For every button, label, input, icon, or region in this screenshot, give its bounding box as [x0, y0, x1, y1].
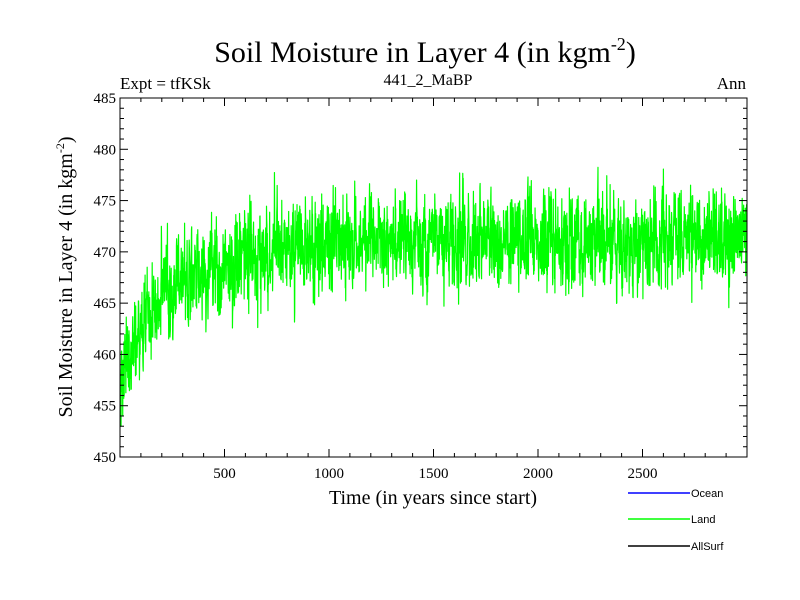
- x-axis-label: Time (in years since start): [329, 487, 537, 509]
- legend-label-land: Land: [691, 514, 715, 526]
- series-line-land: [120, 166, 747, 427]
- legend-label-allsurf: AllSurf: [691, 541, 724, 553]
- x-tick-label: 2500: [628, 466, 658, 482]
- experiment-id-label: 441_2_MaBP: [384, 72, 473, 89]
- y-tick-label: 470: [94, 245, 117, 261]
- chart-title: Soil Moisture in Layer 4 (in kgm-2): [214, 34, 636, 69]
- y-axis-label-superscript: -2: [53, 143, 67, 153]
- experiment-label: Expt = tfKSk: [120, 74, 211, 93]
- x-tick-label: 500: [213, 466, 236, 482]
- y-tick-label: 485: [94, 91, 117, 107]
- y-axis-label: Soil Moisture in Layer 4 (in kgm-2): [53, 136, 77, 417]
- chart-title-superscript: -2: [611, 34, 626, 54]
- legend-label-ocean: Ocean: [691, 488, 723, 500]
- y-tick-label: 465: [94, 296, 117, 312]
- x-tick-label: 2000: [523, 466, 553, 482]
- y-tick-label: 460: [94, 347, 117, 363]
- season-label: Ann: [717, 74, 747, 93]
- legend: Ocean Land AllSurf: [628, 488, 724, 553]
- y-tick-label: 450: [94, 450, 117, 466]
- y-tick-label: 480: [94, 142, 117, 158]
- x-tick-label: 1000: [314, 466, 344, 482]
- y-tick-label: 475: [94, 194, 117, 210]
- y-tick-label: 455: [94, 399, 117, 415]
- x-tick-label: 1500: [419, 466, 449, 482]
